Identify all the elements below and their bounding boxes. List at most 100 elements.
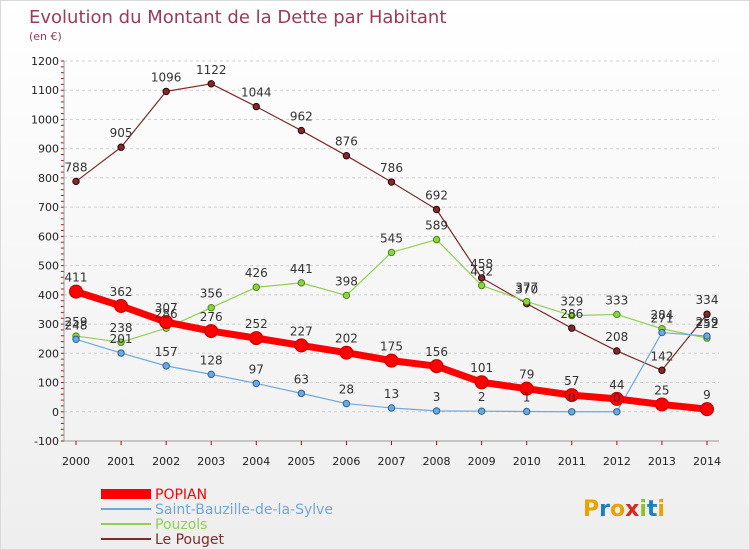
data-point — [474, 375, 489, 390]
data-point — [294, 338, 309, 353]
x-tick-label: 2012 — [603, 455, 631, 468]
data-label: 276 — [200, 310, 223, 324]
legend: POPIANSaint-Bauzille-de-la-SylvePouzolsL… — [101, 487, 333, 548]
data-point — [387, 404, 396, 412]
data-label: 57 — [564, 374, 579, 388]
data-label: 238 — [110, 321, 133, 335]
data-label: 2 — [478, 390, 486, 404]
data-point — [523, 297, 531, 306]
data-point — [703, 310, 711, 318]
series-group — [69, 80, 714, 417]
data-label: 208 — [605, 330, 628, 344]
data-point — [568, 324, 576, 332]
data-label: 334 — [696, 293, 719, 307]
data-point — [117, 338, 125, 346]
data-point — [207, 80, 215, 88]
x-tick-label: 2008 — [423, 455, 451, 468]
y-tick-label: 1200 — [31, 55, 59, 68]
data-point — [159, 315, 174, 330]
logo-letter: i — [657, 497, 665, 522]
data-point — [114, 298, 129, 313]
data-label: 252 — [696, 317, 719, 331]
data-label: 876 — [335, 135, 358, 149]
legend-label: POPIAN — [155, 487, 207, 503]
data-label: 157 — [155, 345, 178, 359]
x-tick-label: 2014 — [693, 455, 721, 468]
data-label: 370 — [515, 283, 538, 297]
data-point — [658, 366, 666, 374]
data-label: 356 — [200, 287, 223, 301]
data-point — [252, 283, 260, 291]
data-label: 13 — [384, 387, 399, 401]
legend-label: Le Pouget — [155, 532, 224, 548]
data-point — [252, 379, 260, 388]
data-point — [69, 284, 83, 299]
data-label: 589 — [425, 219, 448, 233]
data-point — [432, 407, 441, 415]
data-label: 286 — [155, 307, 178, 321]
data-point — [519, 381, 534, 396]
data-point — [297, 389, 306, 398]
x-tick-label: 2011 — [558, 455, 586, 468]
data-point — [429, 359, 444, 374]
data-point — [207, 304, 215, 312]
data-point — [342, 152, 351, 160]
data-point — [568, 311, 576, 320]
data-label: 128 — [200, 353, 223, 367]
x-tick-label: 2006 — [332, 455, 360, 468]
data-label: 377 — [515, 281, 538, 295]
data-point — [207, 370, 215, 379]
x-tick-label: 2001 — [107, 455, 135, 468]
data-point — [609, 391, 624, 406]
data-point — [339, 345, 354, 360]
data-point — [564, 388, 579, 403]
data-point — [72, 335, 80, 343]
data-label: 0 — [613, 391, 621, 405]
data-label: 286 — [560, 307, 583, 321]
y-tick-label: 500 — [38, 260, 59, 273]
data-point — [249, 331, 264, 346]
y-tick-label: 1000 — [31, 113, 59, 126]
data-point — [432, 205, 441, 214]
data-point — [342, 291, 351, 300]
data-label: 432 — [470, 264, 493, 278]
data-label: 1122 — [196, 63, 227, 77]
data-label: 329 — [560, 295, 583, 309]
y-tick-label: 600 — [38, 230, 59, 243]
data-point — [613, 408, 621, 416]
data-label: 333 — [605, 293, 628, 307]
data-label: 426 — [245, 266, 268, 280]
data-label: 788 — [65, 160, 88, 174]
x-tick-label: 2005 — [287, 455, 315, 468]
data-label: 786 — [380, 161, 403, 175]
data-point — [162, 87, 170, 96]
logo-letter: t — [647, 497, 658, 522]
data-label: 1 — [523, 390, 531, 404]
data-point — [477, 274, 486, 282]
data-label: 25 — [654, 383, 669, 397]
data-label: 227 — [290, 324, 313, 338]
x-tick-label: 2007 — [378, 455, 406, 468]
data-label: 962 — [290, 110, 313, 124]
logo-letter: x — [625, 497, 639, 522]
data-label: 307 — [155, 301, 178, 315]
x-tick-label: 2013 — [648, 455, 676, 468]
data-point — [477, 281, 486, 290]
data-point — [658, 328, 666, 337]
data-point — [342, 399, 351, 408]
data-label: 97 — [249, 362, 264, 376]
data-point — [703, 332, 711, 340]
data-label: 411 — [65, 271, 88, 285]
data-label: 248 — [65, 318, 88, 332]
data-label: 202 — [335, 332, 358, 346]
x-tick-label: 2004 — [242, 455, 270, 468]
legend-label: Saint-Bauzille-de-la-Sylve — [155, 502, 333, 518]
proxiti-logo: Proxiti — [583, 497, 665, 522]
data-label: 259 — [696, 315, 719, 329]
x-tick-label: 2010 — [513, 455, 541, 468]
chart-title: Evolution du Montant de la Dette par Hab… — [29, 7, 446, 28]
y-tick-label: 0 — [52, 406, 59, 419]
